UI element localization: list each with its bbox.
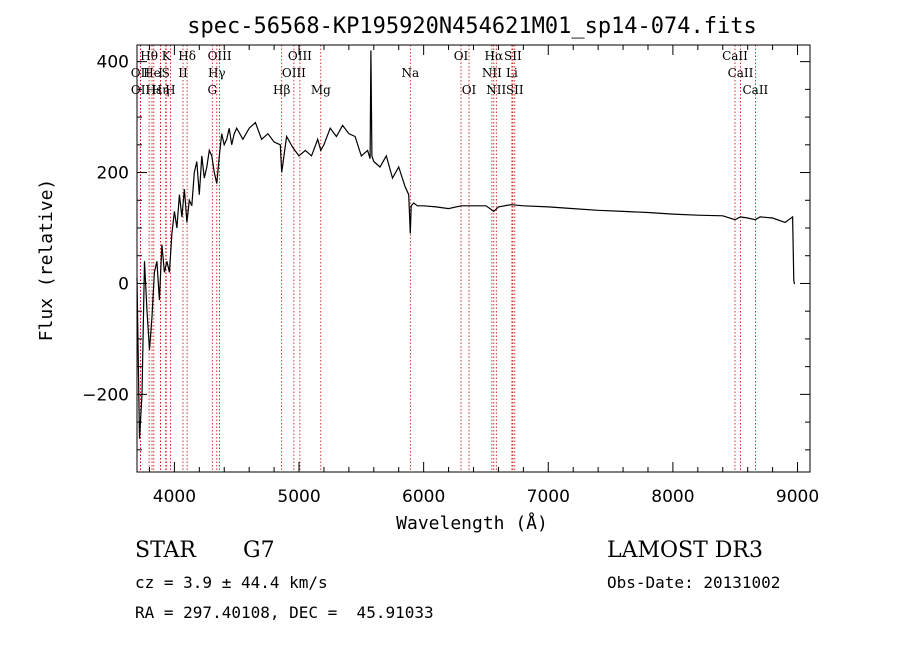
marker-label-row2-5: Hγ	[208, 66, 226, 80]
spectrum-line	[136, 50, 795, 439]
redshift-cz: cz = 3.9 ± 44.4 km/s	[135, 573, 328, 592]
marker-label-row1-7: SII	[504, 49, 522, 63]
marker-label-row2-2: I	[158, 66, 163, 80]
survey-label: LAMOST DR3	[607, 538, 763, 563]
marker-label-row2-3: S	[162, 66, 170, 80]
object-subclass: G7	[243, 538, 275, 563]
x-tick-label-4000: 4000	[153, 487, 196, 507]
marker-label-row2-6: OIII	[282, 66, 306, 80]
y-tick-label-200: 200	[97, 164, 129, 184]
y-tick-label-400: 400	[97, 53, 129, 73]
chart-title: spec-56568-KP195920N454621M01_sp14-074.f…	[187, 14, 757, 39]
marker-label-row2-9: Li	[506, 66, 518, 80]
plot-frame	[136, 44, 811, 473]
x-axis-ticks: 4000 5000 6000 7000 8000 9000	[148, 45, 819, 507]
observation-date: Obs-Date: 20131002	[607, 573, 781, 592]
marker-label-row2-4: II	[178, 66, 188, 80]
marker-label-row3-8: NII	[486, 83, 506, 97]
y-tick-label-0: 0	[118, 274, 129, 294]
marker-label-row2-1: He	[143, 66, 161, 80]
marker-label-row3-7: OI	[462, 83, 477, 97]
marker-label-row3-2: Hη	[152, 83, 170, 97]
marker-label-row1-6: Hα	[485, 49, 504, 63]
x-tick-label-6000: 6000	[402, 487, 445, 507]
marker-label-row3-1: Hε	[145, 83, 162, 97]
marker-label-row2-10: CaII	[728, 66, 754, 80]
x-tick-label-8000: 8000	[651, 487, 694, 507]
x-axis-label: Wavelength (Å)	[396, 512, 548, 534]
marker-label-row1-4: OIII	[288, 49, 312, 63]
marker-label-row2-0: OII	[131, 66, 151, 80]
marker-label-row1-5: OI	[454, 49, 469, 63]
marker-label-row2-7: Na	[401, 66, 419, 80]
marker-label-row3-5: Hβ	[273, 83, 290, 97]
marker-label-row3-3: H	[165, 83, 175, 97]
marker-label-row3-9: SII	[506, 83, 524, 97]
y-axis-label: Flux (relative)	[36, 179, 57, 342]
y-tick-label--200: −200	[82, 385, 129, 405]
marker-label-row3-10: CaII	[742, 83, 768, 97]
object-class: STAR	[135, 538, 196, 563]
line-markers	[139, 45, 756, 472]
marker-label-row1-8: CaII	[722, 49, 748, 63]
marker-label-row3-6: Mg	[311, 83, 331, 97]
x-tick-label-5000: 5000	[277, 487, 320, 507]
marker-label-row1-2: Hδ	[178, 49, 196, 63]
marker-label-row2-8: NII	[482, 66, 502, 80]
x-tick-label-7000: 7000	[527, 487, 570, 507]
marker-label-row1-0: Hθ	[140, 49, 158, 63]
x-tick-label-9000: 9000	[776, 487, 819, 507]
y-axis-ticks: −200 0 200 400	[82, 53, 810, 451]
marker-label-row1-1: K	[162, 49, 172, 63]
coordinates: RA = 297.40108, DEC = 45.91033	[135, 603, 434, 622]
marker-label-row1-3: OIII	[208, 49, 232, 63]
marker-label-row3-4: G	[208, 83, 218, 97]
marker-label-row3-0: OII	[131, 83, 151, 97]
